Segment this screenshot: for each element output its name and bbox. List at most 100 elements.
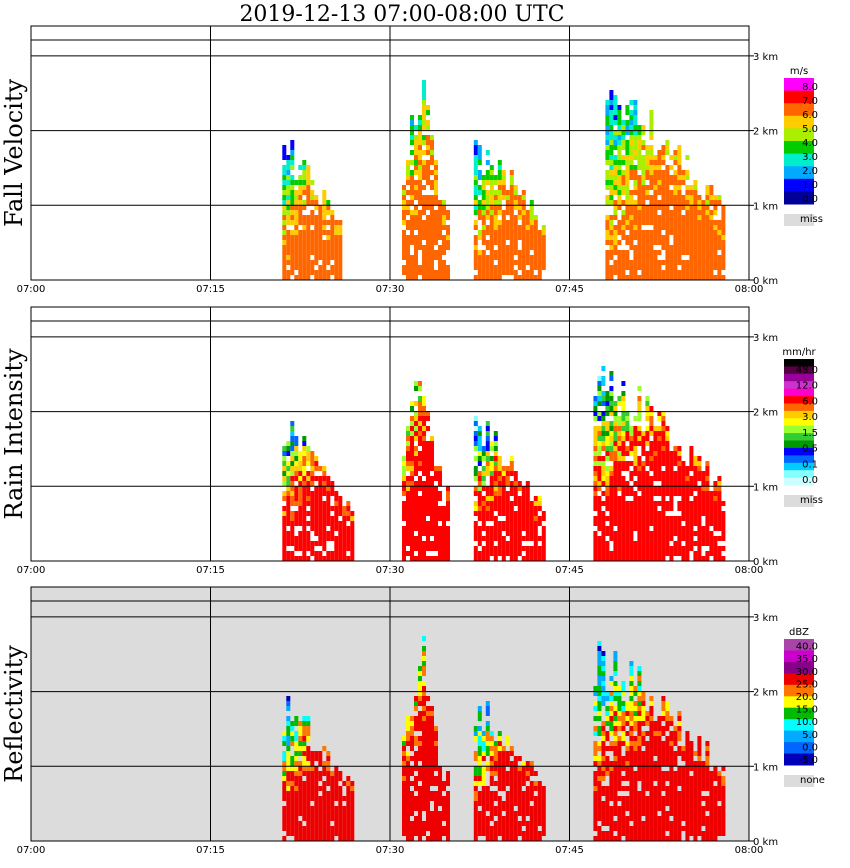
echo-pixel xyxy=(613,821,618,826)
echo-pixel xyxy=(422,225,426,230)
echo-pixel xyxy=(529,826,534,831)
echo-pixel xyxy=(477,481,482,486)
echo-pixel xyxy=(649,711,654,716)
echo-pixel xyxy=(529,210,534,215)
echo-pixel xyxy=(649,756,654,761)
echo-pixel xyxy=(609,506,614,511)
echo-pixel xyxy=(621,381,626,386)
echo-pixel xyxy=(641,130,646,135)
colorbar-swatch xyxy=(784,90,814,104)
echo-pixel xyxy=(629,436,634,441)
echo-pixel xyxy=(613,511,618,516)
echo-pixel xyxy=(661,536,666,541)
echo-pixel xyxy=(689,511,694,516)
echo-pixel xyxy=(677,160,682,165)
echo-pixel xyxy=(537,516,542,521)
echo-pixel xyxy=(625,816,630,821)
echo-pixel xyxy=(334,506,339,511)
echo-pixel xyxy=(497,531,502,536)
echo-pixel xyxy=(657,230,662,235)
echo-pixel xyxy=(513,526,518,531)
echo-pixel xyxy=(306,456,311,461)
echo-pixel xyxy=(513,796,518,801)
echo-pixel xyxy=(330,826,335,831)
echo-pixel xyxy=(529,255,534,260)
echo-pixel xyxy=(481,446,486,451)
echo-pixel xyxy=(633,165,638,170)
echo-pixel xyxy=(497,240,502,245)
echo-pixel xyxy=(406,491,410,496)
echo-pixel xyxy=(677,736,682,741)
echo-pixel xyxy=(673,245,678,250)
echo-pixel xyxy=(410,736,414,741)
echo-pixel xyxy=(414,265,418,270)
echo-pixel xyxy=(330,551,335,556)
echo-pixel xyxy=(290,776,295,781)
echo-pixel xyxy=(338,235,343,240)
echo-pixel xyxy=(485,456,490,461)
echo-pixel xyxy=(473,195,478,200)
echo-pixel xyxy=(489,260,494,265)
echo-pixel xyxy=(513,270,518,275)
echo-pixel xyxy=(493,270,498,275)
echo-pixel xyxy=(418,200,422,205)
echo-pixel xyxy=(410,150,414,155)
echo-pixel xyxy=(322,511,327,516)
echo-pixel xyxy=(609,240,614,245)
echo-pixel xyxy=(509,240,514,245)
echo-cell-1 xyxy=(282,696,355,841)
echo-pixel xyxy=(338,821,343,826)
echo-pixel xyxy=(593,521,598,526)
echo-pixel xyxy=(422,506,426,511)
echo-pixel xyxy=(282,245,287,250)
echo-pixel xyxy=(306,771,311,776)
echo-pixel xyxy=(430,756,434,761)
echo-pixel xyxy=(677,250,682,255)
echo-pixel xyxy=(633,521,638,526)
echo-pixel xyxy=(593,786,598,791)
echo-pixel xyxy=(681,826,686,831)
echo-pixel xyxy=(346,826,351,831)
echo-pixel xyxy=(673,761,678,766)
echo-pixel xyxy=(681,466,686,471)
echo-pixel xyxy=(286,556,291,561)
echo-pixel xyxy=(326,751,331,756)
echo-pixel xyxy=(446,831,450,836)
echo-pixel xyxy=(685,481,690,486)
echo-pixel xyxy=(697,506,702,511)
echo-pixel xyxy=(641,466,646,471)
echo-pixel xyxy=(649,506,654,511)
echo-pixel xyxy=(525,275,530,280)
echo-pixel xyxy=(621,701,626,706)
echo-pixel xyxy=(505,806,510,811)
echo-pixel xyxy=(649,821,654,826)
echo-pixel xyxy=(649,806,654,811)
echo-pixel xyxy=(422,426,426,431)
echo-pixel xyxy=(637,821,642,826)
echo-pixel xyxy=(302,811,307,816)
echo-pixel xyxy=(649,811,654,816)
echo-pixel xyxy=(677,175,682,180)
echo-pixel xyxy=(406,481,410,486)
echo-pixel xyxy=(481,791,486,796)
echo-pixel xyxy=(418,751,422,756)
echo-pixel xyxy=(613,160,618,165)
echo-pixel xyxy=(473,506,478,511)
echo-pixel xyxy=(414,466,418,471)
echo-pixel xyxy=(721,821,726,826)
echo-pixel xyxy=(701,511,706,516)
echo-pixel xyxy=(338,536,343,541)
echo-pixel xyxy=(481,275,486,280)
echo-pixel xyxy=(434,536,438,541)
echo-pixel xyxy=(493,771,498,776)
echo-pixel xyxy=(669,190,674,195)
echo-pixel xyxy=(649,776,654,781)
echo-pixel xyxy=(402,556,406,561)
echo-pixel xyxy=(489,541,494,546)
echo-pixel xyxy=(525,776,530,781)
echo-pixel xyxy=(310,816,315,821)
echo-pixel xyxy=(593,816,598,821)
echo-pixel xyxy=(617,135,622,140)
echo-pixel xyxy=(677,240,682,245)
echo-pixel xyxy=(485,516,490,521)
